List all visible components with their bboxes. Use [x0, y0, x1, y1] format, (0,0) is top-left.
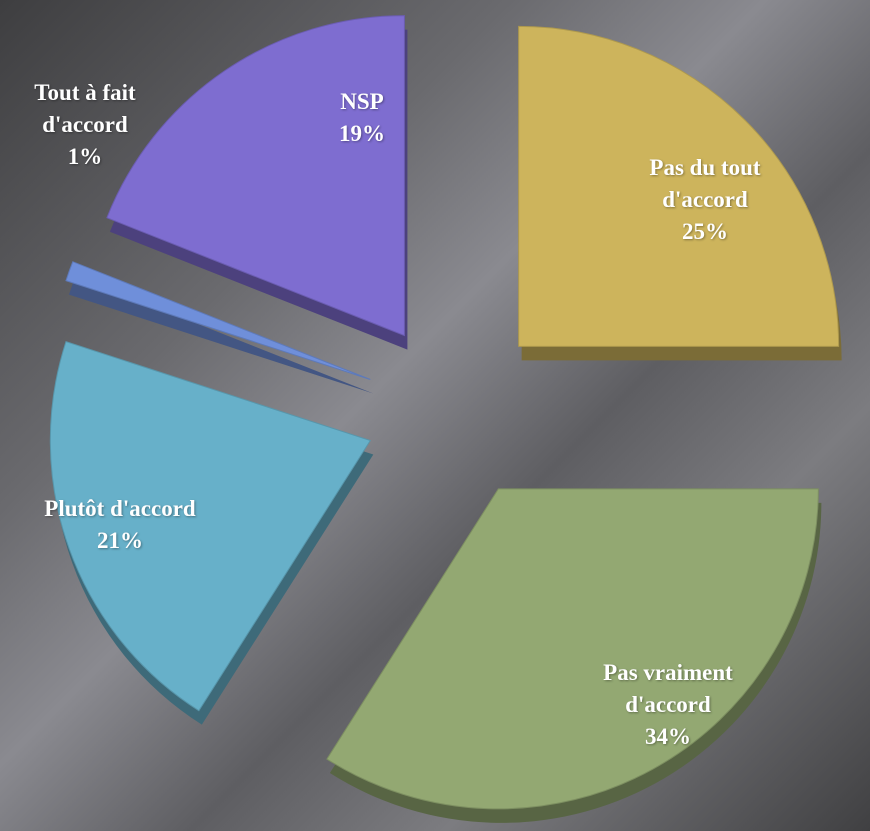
slice-label: Pas vraiment d'accord 34%: [603, 657, 733, 753]
category-label: Pas du tout d'accord: [649, 155, 761, 212]
value-label: 34%: [645, 724, 691, 749]
slice-label: Pas du tout d'accord 25%: [630, 152, 780, 248]
value-label: 19%: [339, 121, 385, 146]
slice: [518, 25, 840, 347]
category-label: NSP: [340, 89, 384, 114]
slice: [326, 488, 819, 810]
slice: [49, 340, 372, 712]
value-label: 25%: [682, 219, 728, 244]
slice-label: Plutôt d'accord 21%: [35, 493, 205, 557]
category-label: Plutôt d'accord: [44, 496, 196, 521]
category-label: Tout à fait d'accord: [34, 80, 136, 137]
slice: [106, 15, 405, 337]
slice-label: NSP 19%: [277, 86, 447, 150]
slice: [65, 261, 371, 380]
value-label: 21%: [97, 528, 143, 553]
category-label: Pas vraiment d'accord: [603, 660, 733, 717]
value-label: 1%: [67, 144, 103, 169]
slice-label: Tout à fait d'accord 1%: [0, 77, 170, 173]
